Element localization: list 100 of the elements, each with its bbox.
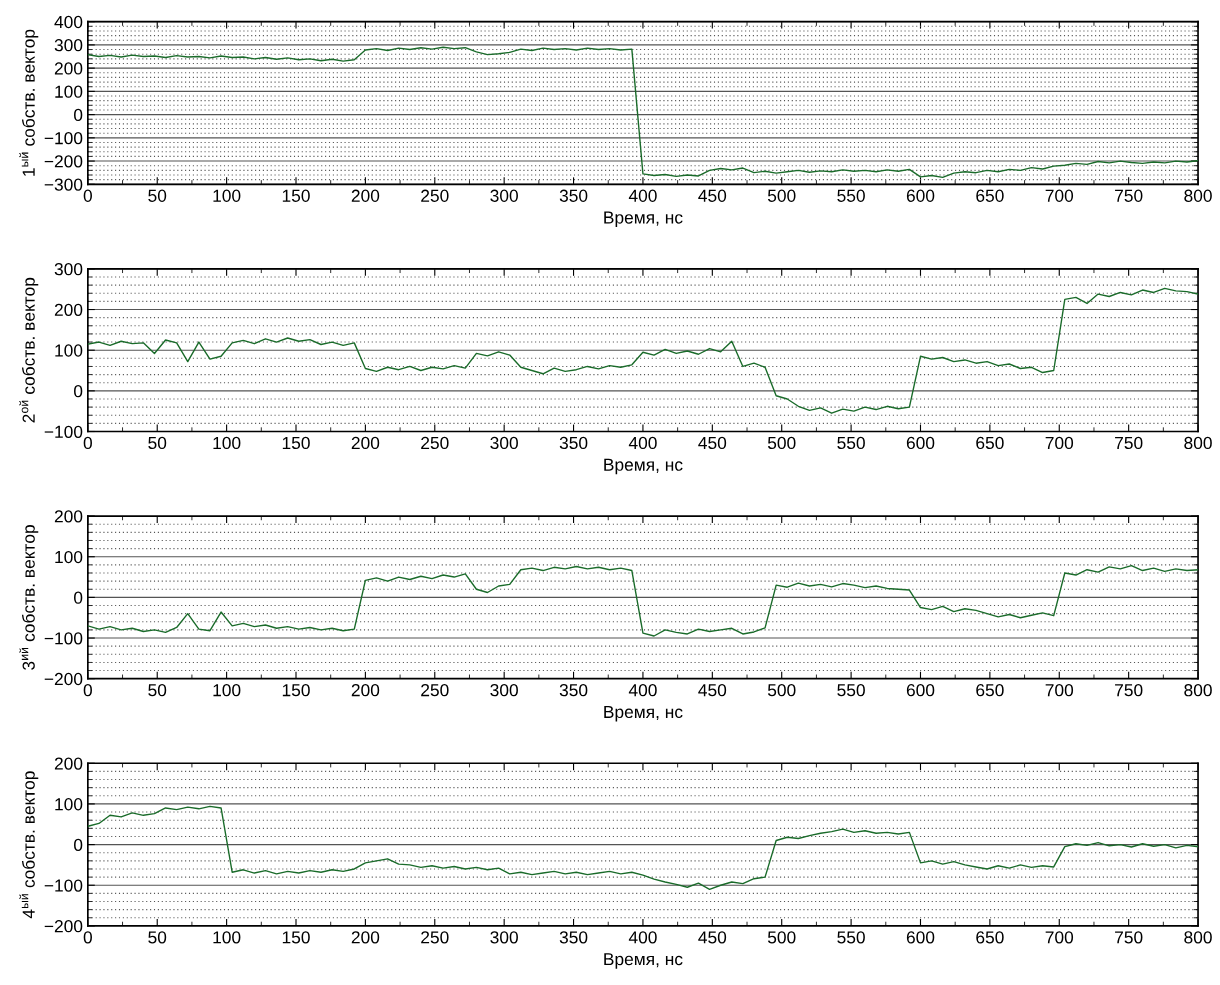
x-tick-label: 200 xyxy=(351,684,380,697)
y-tick-label: 200 xyxy=(54,757,83,770)
y-tick-label: 200 xyxy=(54,303,83,316)
x-tick-label: 450 xyxy=(698,931,727,944)
x-tick-label: 800 xyxy=(1184,189,1212,202)
y-tick-label: 100 xyxy=(55,344,83,357)
x-tick-label: 150 xyxy=(282,684,310,697)
x-tick-label: 550 xyxy=(837,436,865,450)
x-tick-label: 100 xyxy=(213,684,241,697)
x-tick-label: 200 xyxy=(351,189,380,202)
x-tick-label: 0 xyxy=(83,436,92,450)
x-tick-label: 650 xyxy=(976,931,1004,944)
x-tick-label: 500 xyxy=(767,436,796,450)
x-tick-label: 250 xyxy=(421,684,449,697)
y-tick-label: 0 xyxy=(74,108,83,122)
x-tick-label: 550 xyxy=(837,189,865,202)
y-tick-label: −200 xyxy=(44,672,83,686)
x-tick-label: 700 xyxy=(1045,189,1074,202)
line-series xyxy=(87,46,1199,179)
x-axis-title: Время, нс xyxy=(604,211,683,228)
x-tick-label: 750 xyxy=(1115,436,1143,450)
x-tick-label: 750 xyxy=(1115,931,1143,944)
x-tick-label: 50 xyxy=(148,931,167,944)
x-axis-title: Время, нс xyxy=(604,953,683,969)
y-tick-label: 100 xyxy=(55,85,83,98)
x-tick-label: 100 xyxy=(213,931,241,944)
x-tick-label: 350 xyxy=(559,931,588,944)
y-axis-title: 3$^{ий}$ собств. вектор xyxy=(19,525,39,670)
x-tick-label: 450 xyxy=(698,189,727,202)
y-tick-label: 200 xyxy=(54,62,83,75)
y-tick-label: 100 xyxy=(55,798,83,811)
x-tick-label: 450 xyxy=(698,684,727,697)
x-tick-label: 50 xyxy=(148,189,167,202)
x-tick-label: 700 xyxy=(1045,684,1074,697)
x-tick-label: 200 xyxy=(351,931,380,944)
x-tick-label: 250 xyxy=(421,931,449,944)
line-series xyxy=(87,287,1199,414)
x-tick-label: 350 xyxy=(559,684,588,697)
x-tick-label: 250 xyxy=(421,189,449,202)
y-tick-label: 0 xyxy=(74,591,83,604)
x-tick-label: 500 xyxy=(767,931,796,944)
y-tick-label: −200 xyxy=(44,920,83,933)
y-tick-label: −100 xyxy=(44,879,83,892)
x-tick-label: 250 xyxy=(421,436,449,450)
x-tick-label: 300 xyxy=(490,684,518,697)
x-tick-label: 550 xyxy=(837,931,865,944)
x-tick-label: 0 xyxy=(83,684,92,697)
x-tick-label: 350 xyxy=(559,436,588,450)
x-tick-label: 150 xyxy=(282,189,310,202)
x-tick-label: 50 xyxy=(148,436,167,450)
x-tick-label: 750 xyxy=(1115,189,1143,202)
x-tick-label: 400 xyxy=(628,189,657,202)
y-tick-label: 0 xyxy=(74,385,83,398)
y-tick-label: 300 xyxy=(54,39,83,52)
x-tick-label: 600 xyxy=(906,931,935,944)
x-tick-label: 600 xyxy=(906,189,935,202)
y-tick-label: 0 xyxy=(74,838,83,852)
x-tick-label: 400 xyxy=(628,684,657,697)
x-tick-label: 50 xyxy=(148,684,167,697)
x-tick-label: 800 xyxy=(1184,931,1212,944)
y-axis-title: 4$^{ый}$ собств. вектор xyxy=(19,771,39,919)
x-tick-label: 300 xyxy=(490,436,518,450)
x-tick-label: 150 xyxy=(282,931,310,944)
y-tick-label: −100 xyxy=(44,132,83,145)
x-tick-label: 700 xyxy=(1045,436,1074,450)
x-tick-label: 500 xyxy=(767,189,796,202)
x-tick-label: 600 xyxy=(906,684,935,697)
x-tick-label: 750 xyxy=(1115,684,1143,697)
x-tick-label: 650 xyxy=(976,684,1004,697)
y-axis-title: 2$^{ой}$ собств. вектор xyxy=(19,277,39,423)
y-tick-label: 100 xyxy=(55,550,83,564)
y-tick-label: 300 xyxy=(54,263,83,276)
x-tick-label: 0 xyxy=(83,189,92,202)
x-axis-title: Время, нс xyxy=(604,458,683,475)
y-tick-label: −100 xyxy=(44,632,83,645)
x-tick-label: 400 xyxy=(628,931,657,944)
x-tick-label: 800 xyxy=(1184,436,1212,450)
y-tick-label: 400 xyxy=(54,15,83,29)
y-tick-label: −100 xyxy=(44,425,83,438)
line-series xyxy=(87,805,1199,891)
x-tick-label: 600 xyxy=(906,436,935,450)
x-tick-label: 500 xyxy=(767,684,796,697)
x-tick-label: 700 xyxy=(1045,931,1074,944)
x-axis-title: Время, нс xyxy=(604,705,683,722)
x-tick-label: 650 xyxy=(976,189,1004,202)
x-tick-label: 550 xyxy=(837,684,865,697)
x-tick-label: 100 xyxy=(213,436,241,450)
x-tick-label: 200 xyxy=(351,436,380,450)
x-tick-label: 300 xyxy=(490,931,518,944)
x-tick-label: 350 xyxy=(559,189,588,202)
y-axis-title: 1$^{ый}$ собств. вектор xyxy=(19,29,39,176)
x-tick-label: 150 xyxy=(282,436,310,450)
y-tick-label: 200 xyxy=(54,510,83,523)
x-tick-label: 450 xyxy=(698,436,727,450)
line-series xyxy=(87,564,1199,637)
x-tick-label: 100 xyxy=(213,189,241,202)
y-tick-label: −300 xyxy=(44,178,83,191)
x-tick-label: 0 xyxy=(83,931,92,944)
x-tick-label: 300 xyxy=(490,189,518,202)
x-tick-label: 650 xyxy=(976,436,1004,450)
